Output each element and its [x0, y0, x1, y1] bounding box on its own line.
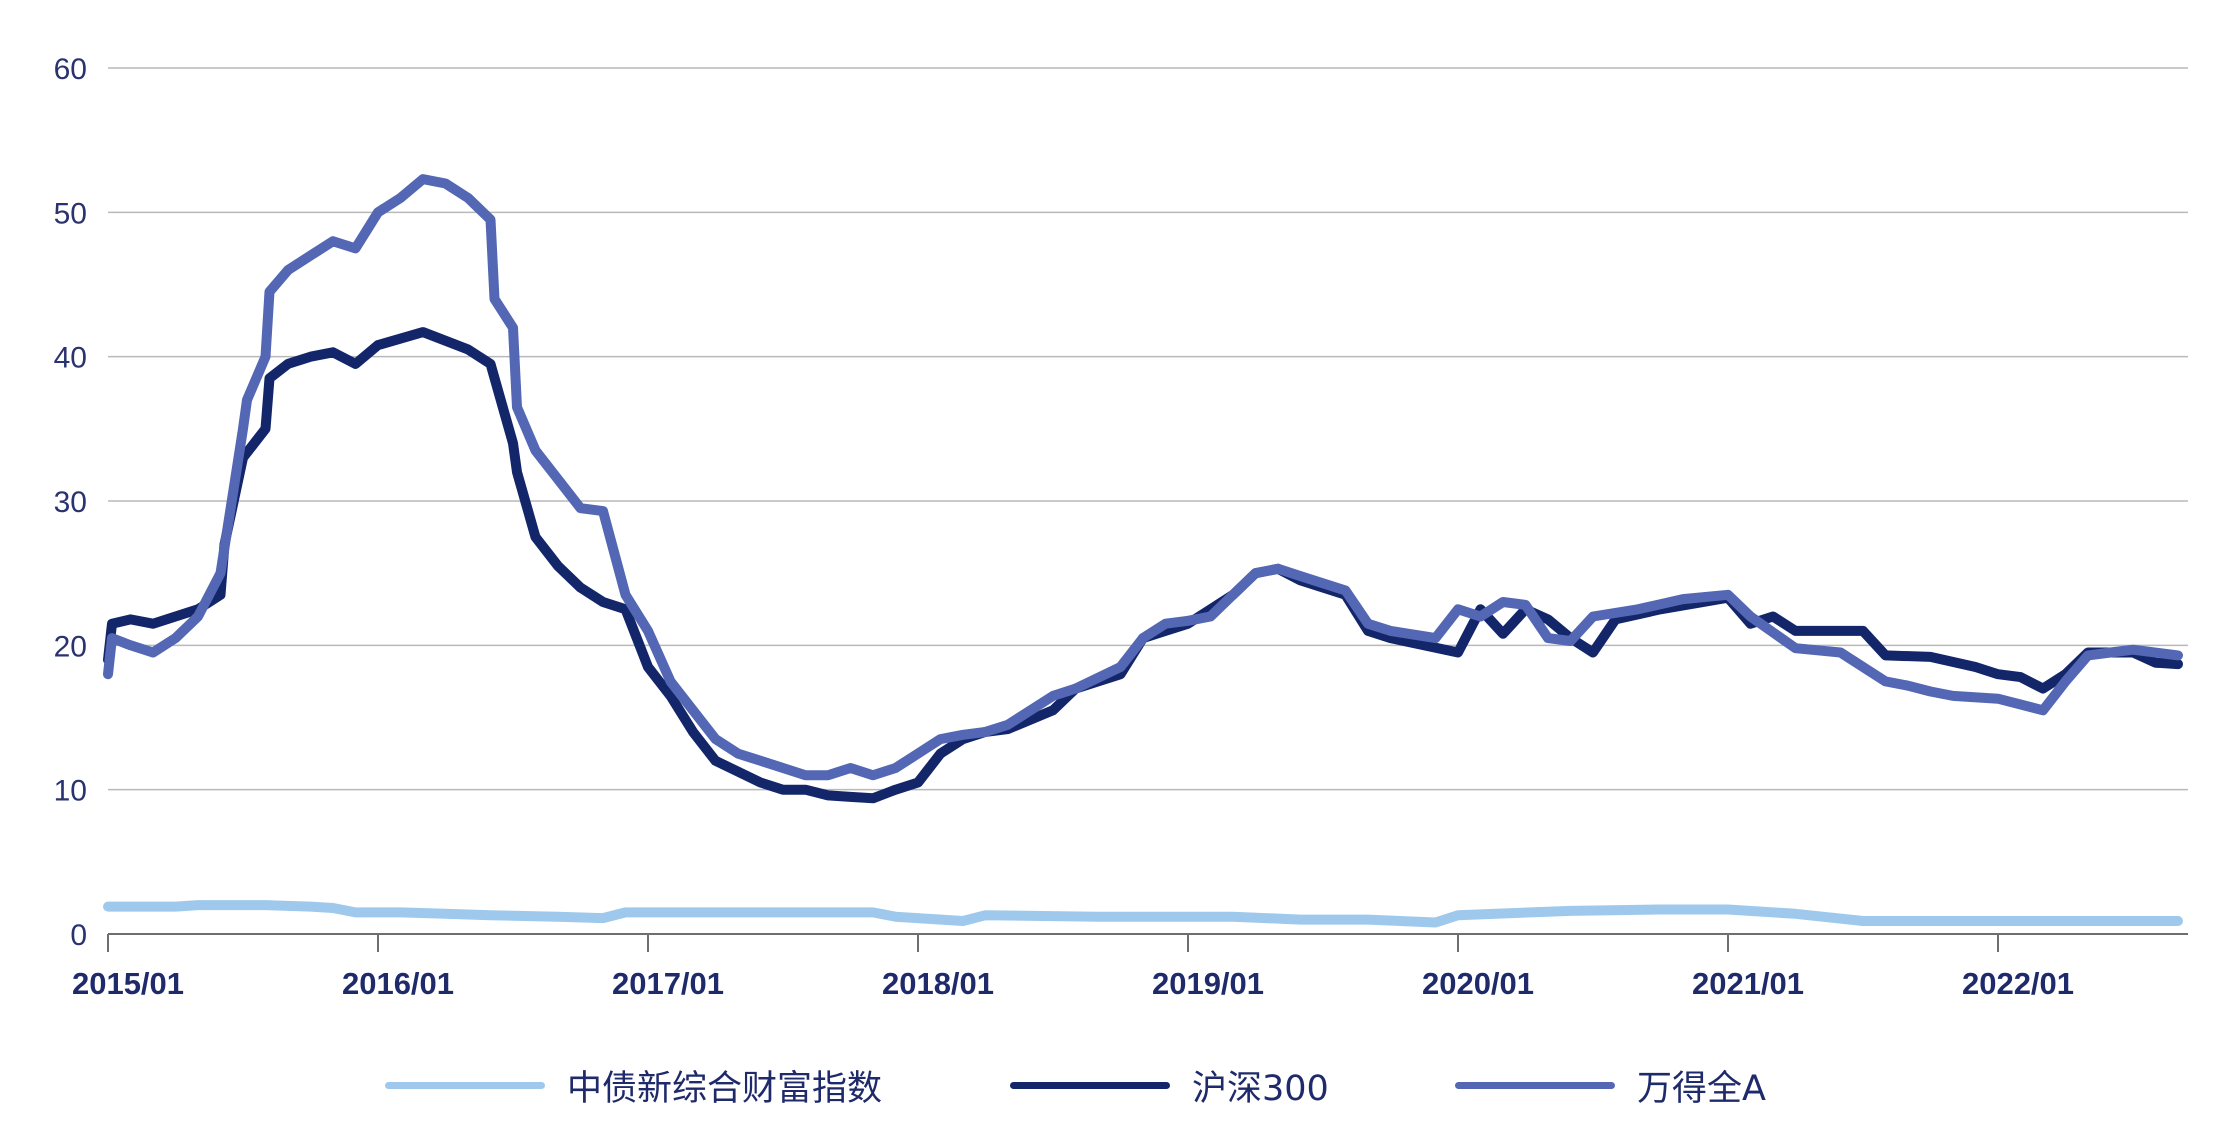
y-tick-label: 30: [54, 486, 87, 519]
y-tick-label: 50: [54, 197, 87, 230]
series-line-wind-all-a: [103, 174, 2183, 781]
y-tick-label: 0: [70, 919, 87, 952]
legend-label-wind-all-a: 万得全A: [1637, 1068, 1766, 1109]
legend-label-bond-index: 中债新综合财富指数: [567, 1068, 883, 1109]
x-tick-label: 2016/01: [342, 966, 454, 1001]
legend-item-bond-index: 中债新综合财富指数: [385, 1055, 882, 1115]
legend-swatch-csi300: [1010, 1081, 1170, 1089]
x-tick-label: 2019/01: [1152, 966, 1264, 1001]
legend-label-csi300: 沪深300: [1192, 1068, 1329, 1109]
y-tick-label: 60: [54, 53, 87, 86]
grid-lines: [108, 67, 2188, 791]
series-line-csi300: [103, 327, 2183, 804]
series-lines: [103, 174, 2183, 928]
y-tick-label: 20: [54, 630, 87, 663]
legend-item-csi300: 沪深300: [1010, 1055, 1329, 1115]
x-tick-label: 2017/01: [612, 966, 724, 1001]
x-tick-label: 2022/01: [1962, 966, 2074, 1001]
y-tick-label: 10: [54, 775, 87, 808]
x-tick-label: 2020/01: [1422, 966, 1534, 1001]
legend-item-wind-all-a: 万得全A: [1455, 1055, 1766, 1115]
y-tick-label: 40: [54, 342, 87, 375]
series-line-bond-index: [103, 900, 2183, 928]
legend-swatch-bond-index: [385, 1081, 545, 1089]
x-tick-label: 2018/01: [882, 966, 994, 1001]
y-axis-ticks: 0 10 20 30 40 50 60: [54, 53, 87, 952]
x-tick-label: 2015/01: [72, 966, 184, 1001]
legend: 中债新综合财富指数 沪深300 万得全A: [0, 1055, 2239, 1115]
x-axis: 2015/01 2016/01 2017/01 2018/01 2019/01 2020/…: [72, 933, 2188, 1001]
x-tick-label: 2021/01: [1692, 966, 1804, 1001]
legend-swatch-wind-all-a: [1455, 1081, 1615, 1089]
